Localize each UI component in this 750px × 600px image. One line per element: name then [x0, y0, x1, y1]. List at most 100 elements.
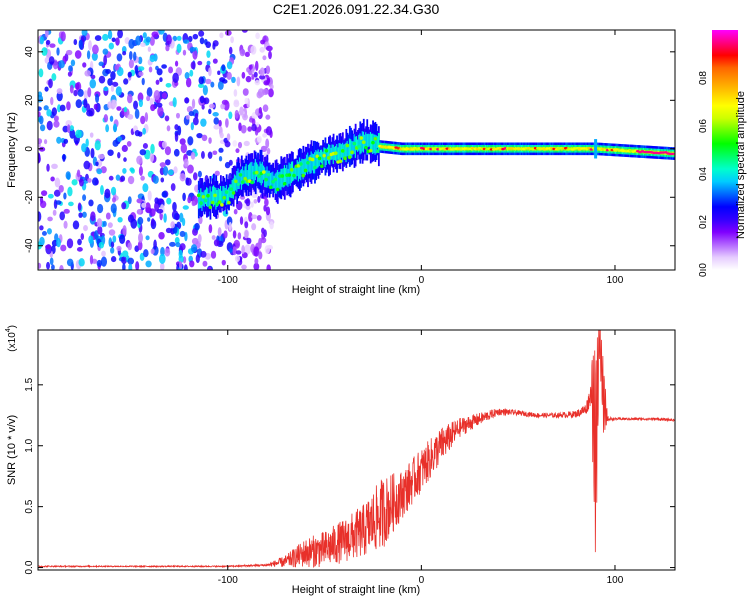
noise-blob [147, 217, 151, 222]
noise-blob [63, 138, 69, 144]
noise-blob [98, 75, 106, 84]
ridge-band [218, 189, 221, 204]
y-tick-label: 0.5 [24, 499, 35, 513]
noise-blob [152, 175, 159, 184]
spectrogram-x-ticks: -100 0 100 [218, 30, 624, 286]
noise-blob [170, 221, 176, 229]
noise-blob [158, 231, 165, 240]
noise-blob [228, 46, 233, 55]
x-tick-label: 0 [419, 275, 425, 286]
noise-blob [182, 192, 186, 202]
noise-blob [146, 95, 151, 102]
noise-blob [135, 35, 142, 46]
y-tick-label: -20 [24, 190, 35, 205]
ridge-band [301, 158, 304, 174]
noise-blob [54, 177, 61, 188]
noise-blob [253, 71, 258, 78]
y-tick-label: 40 [24, 46, 35, 58]
noise-blob [244, 229, 249, 239]
noise-blob [266, 264, 271, 270]
noise-blob [158, 253, 166, 265]
noise-blob [138, 232, 143, 243]
noise-blob [189, 69, 194, 77]
noise-blob [211, 235, 216, 240]
noise-blob [165, 159, 171, 166]
noise-blob [207, 151, 213, 159]
noise-blob [225, 118, 229, 128]
noise-blob [262, 133, 268, 138]
noise-blob [161, 191, 168, 198]
noise-blob [78, 212, 83, 218]
noise-blob [154, 197, 159, 204]
noise-blob [126, 93, 133, 104]
ridge-band [282, 168, 285, 188]
noise-blob [47, 216, 53, 222]
ridge-core [301, 173, 306, 178]
noise-blob [68, 201, 74, 207]
ridge-band [368, 134, 371, 147]
noise-blob [159, 77, 163, 83]
noise-blob [89, 78, 97, 89]
noise-blob [138, 71, 144, 77]
noise-blob [148, 66, 153, 73]
ridge-band [292, 161, 294, 182]
noise-blob [127, 175, 135, 185]
noise-blob [235, 250, 242, 255]
ridge-core [317, 156, 322, 161]
ridge-core [361, 140, 366, 145]
noise-blob [82, 194, 87, 201]
ridge-core [315, 154, 319, 159]
noise-blob [112, 123, 118, 133]
noise-blob [183, 158, 189, 167]
noise-blob [127, 257, 135, 265]
noise-blob [51, 73, 57, 81]
ridge-band [288, 162, 291, 184]
noise-blob [90, 211, 96, 222]
colorbar-tick-label: 0.8 [698, 71, 709, 85]
noise-blob [77, 202, 82, 211]
ridge-band [337, 147, 340, 160]
noise-blob [115, 86, 122, 96]
ridge-core [282, 181, 287, 186]
noise-blob [162, 166, 169, 176]
chart-title: C2E1.2026.091.22.34.G30 [273, 1, 440, 17]
noise-blob [60, 244, 67, 252]
noise-blob [81, 30, 88, 37]
noise-blob [134, 64, 139, 75]
noise-blob [92, 44, 99, 55]
noise-blob [78, 258, 85, 267]
ridge-core [254, 170, 259, 175]
noise-blob [67, 186, 73, 197]
ridge-core [333, 151, 338, 156]
noise-blob [98, 241, 105, 249]
ridge-core [280, 174, 285, 178]
noise-blob [232, 246, 237, 256]
noise-blob [122, 263, 126, 270]
noise-blob [104, 188, 111, 199]
ridge-core [206, 193, 210, 198]
x-tick-label: 0 [419, 575, 425, 586]
noise-blob [94, 140, 101, 151]
noise-blob [251, 223, 257, 231]
noise-blob [147, 190, 152, 201]
ridge-band [309, 154, 312, 174]
noise-blob [168, 66, 174, 74]
noise-blob [108, 42, 115, 50]
noise-blob [38, 262, 42, 269]
ridge-core [275, 187, 280, 192]
noise-blob [140, 175, 145, 181]
ridge-band [224, 187, 227, 201]
noise-blob [158, 30, 165, 35]
noise-blob [206, 50, 211, 58]
ridge-band [207, 188, 209, 207]
noise-blob [67, 71, 72, 77]
noise-blob [158, 140, 163, 148]
noise-blob [49, 257, 54, 266]
noise-blob [96, 218, 103, 228]
noise-blob [241, 71, 246, 79]
noise-blob [164, 146, 171, 156]
ridge-band [331, 144, 334, 160]
noise-blob [76, 169, 81, 178]
ridge-band [298, 157, 301, 179]
noise-blob [260, 39, 266, 45]
